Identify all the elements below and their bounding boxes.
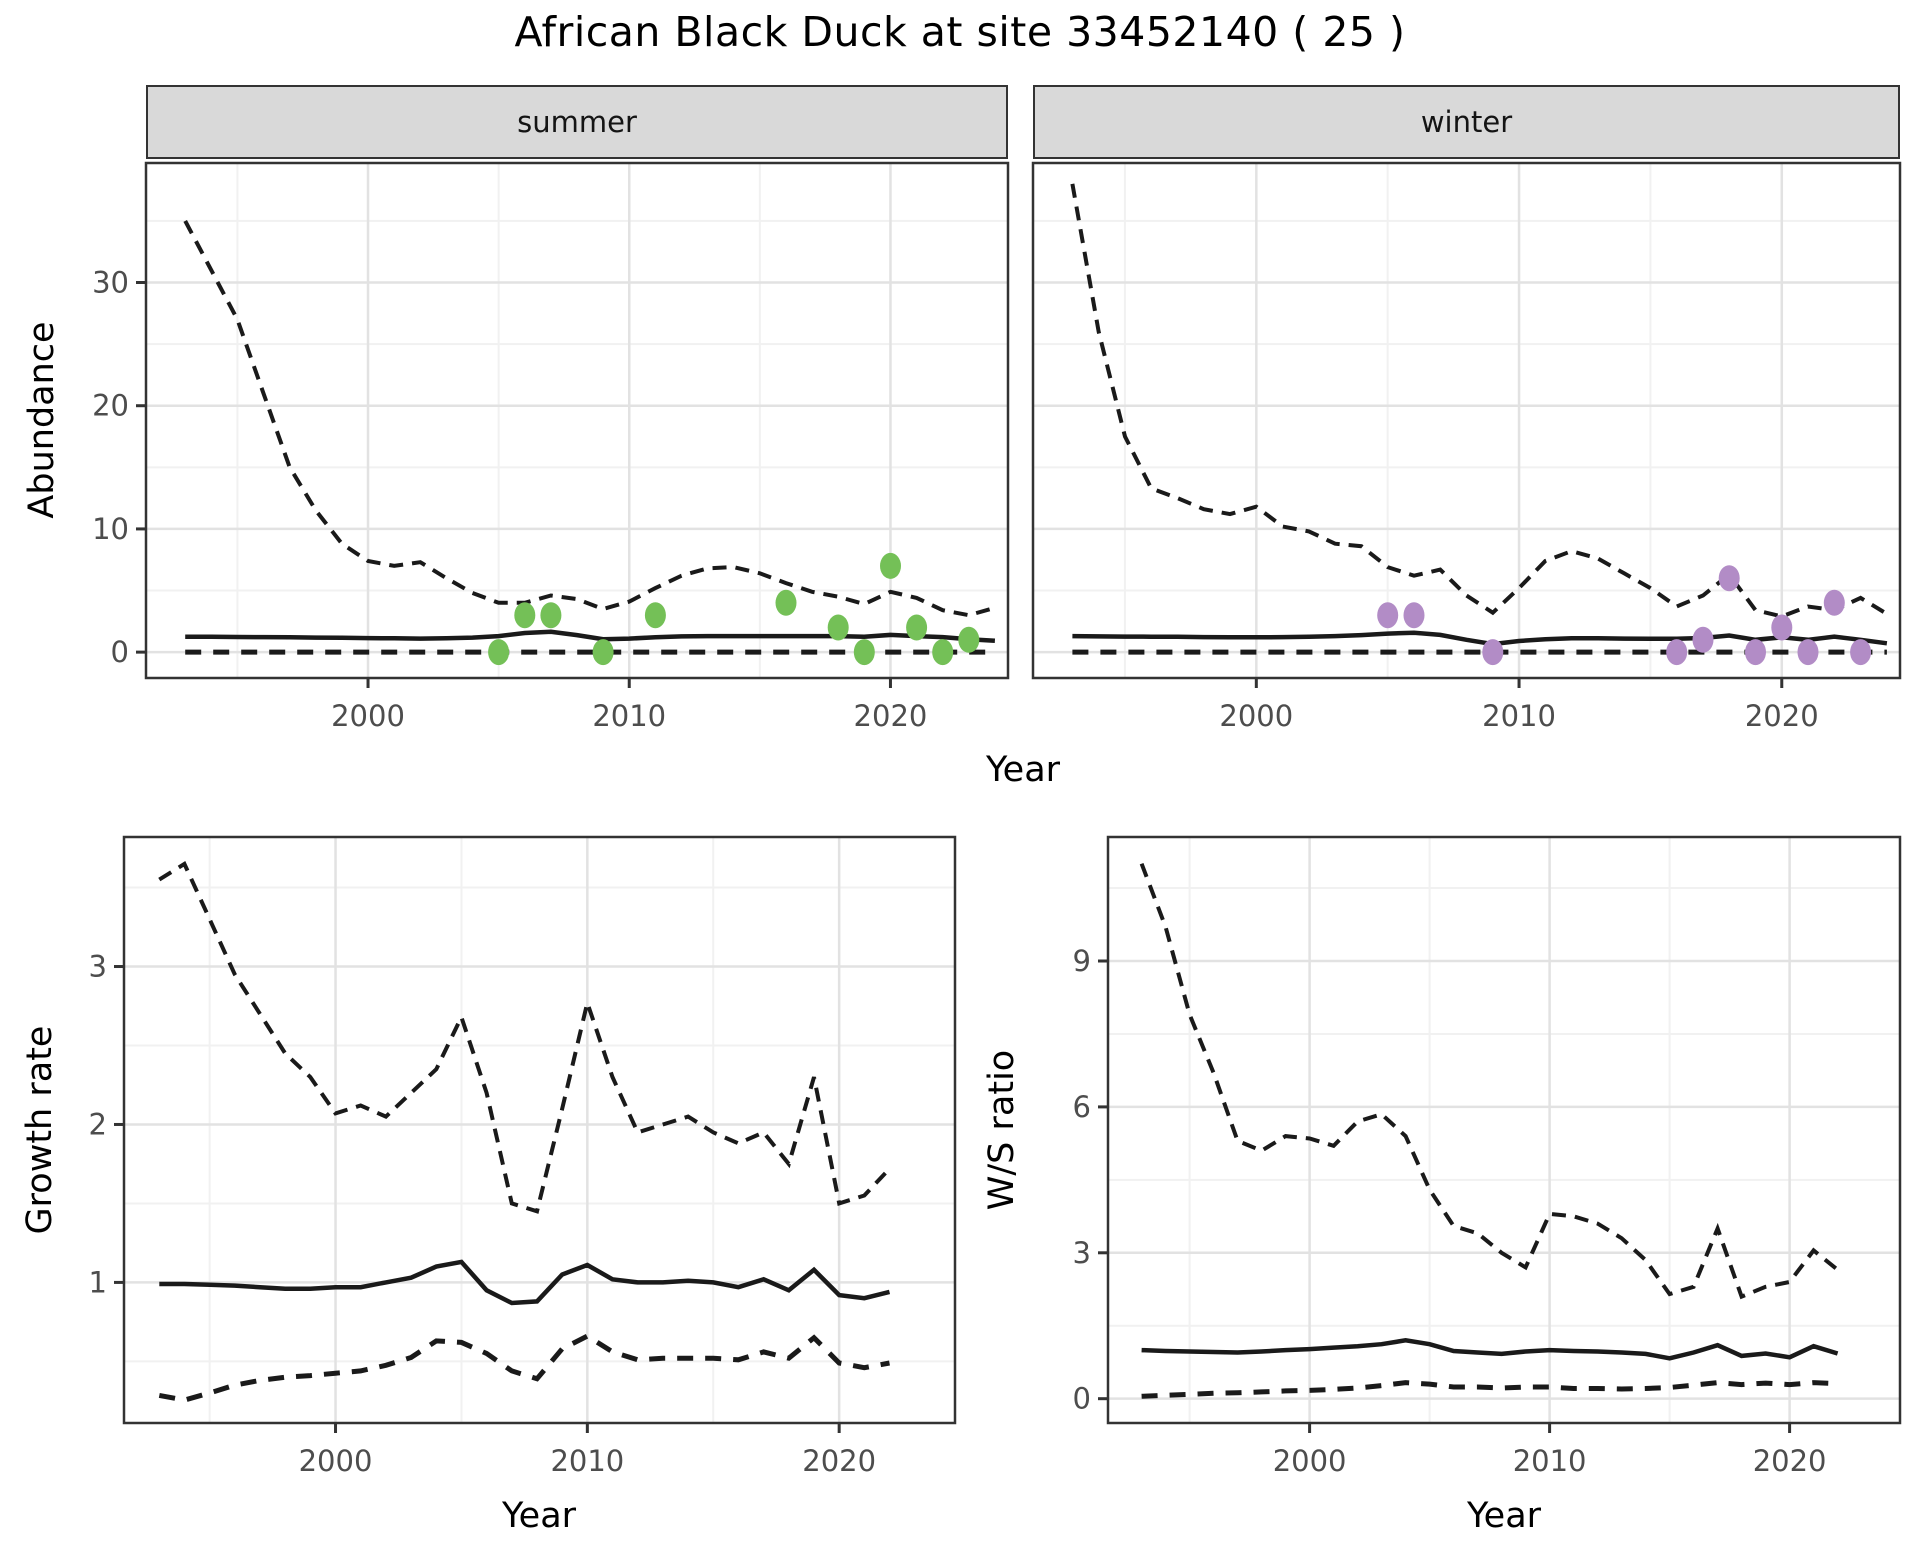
panel-border: [122, 835, 957, 1425]
y-tick-label: 3: [1073, 1236, 1091, 1270]
x-tick-label: 2000: [1219, 699, 1293, 733]
y-tick-label: 6: [1073, 1090, 1091, 1124]
y-tick-label: 9: [1073, 944, 1091, 978]
data-point-observed-summer-counts: [932, 639, 954, 666]
data-point-observed-summer-counts: [775, 589, 797, 616]
panel-ws-ratio: 2000 2010 2020 0 3 6 9: [1073, 835, 1902, 1478]
data-point-observed-summer-counts: [514, 602, 536, 629]
series-median-growth-rate: [159, 1259, 891, 1306]
facet-strip-winter: winter: [1033, 85, 1900, 159]
x-tick-label: 2020: [802, 1444, 876, 1478]
y-tick-label: 20: [92, 389, 129, 423]
x-tick-label: 2010: [1513, 1444, 1587, 1478]
series-lower-credible-limit: [158, 1333, 890, 1403]
data-point-observed-winter-counts: [1771, 614, 1793, 641]
y-tick-label: 30: [92, 266, 129, 300]
panel-abundance-summer: 2000 2010 2020 0 10 20 30: [92, 161, 1010, 733]
y-tick-label: 3: [89, 950, 107, 984]
data-point-observed-summer-counts: [592, 639, 614, 666]
panel-border: [1106, 835, 1902, 1425]
data-point-observed-summer-counts: [827, 614, 849, 641]
y-tick-label: 1: [89, 1265, 107, 1299]
series-median-abundance: [185, 629, 996, 644]
data-point-observed-summer-counts: [853, 639, 875, 666]
data-point-observed-summer-counts: [488, 639, 510, 666]
data-point-observed-summer-counts: [644, 602, 666, 629]
panel-background: [1108, 837, 1900, 1423]
x-tick-label: 2020: [854, 699, 928, 733]
x-axis-title-year-top: Year: [985, 750, 1061, 790]
data-point-observed-summer-counts: [958, 626, 980, 653]
data-point-observed-winter-counts: [1797, 639, 1819, 666]
x-tick-label: 2000: [1273, 1444, 1347, 1478]
series-group: [1139, 862, 1839, 1399]
series-median-abundance: [1072, 630, 1888, 647]
y-tick-label: 0: [1073, 1382, 1091, 1416]
series-median-ws-ratio: [1141, 1338, 1839, 1361]
facet-strip-summer-label: summer: [517, 105, 637, 139]
panel-background: [124, 837, 955, 1423]
x-tick-label: 2020: [1753, 1444, 1827, 1478]
data-point-observed-winter-counts: [1692, 626, 1714, 653]
facet-strip-summer: summer: [146, 85, 1008, 159]
data-point-observed-winter-counts: [1403, 602, 1425, 629]
series-upper-credible-limit: [1070, 183, 1888, 619]
facet-strip-winter-label: winter: [1420, 105, 1513, 139]
x-tick-label: 2010: [1482, 699, 1556, 733]
y-tick-label: 0: [111, 635, 129, 669]
data-point-observed-summer-counts: [880, 552, 901, 579]
panel-abundance-winter: 2000 2010 2020: [1031, 161, 1902, 733]
x-tick-label: 2000: [299, 1444, 373, 1478]
x-tick-label: 2020: [1745, 699, 1819, 733]
chart-title: African Black Duck at site 33452140 ( 25…: [514, 8, 1406, 56]
series-upper-credible-limit: [183, 219, 996, 618]
data-point-observed-winter-counts: [1823, 589, 1845, 616]
x-axis-title-year-ws: Year: [1466, 1496, 1542, 1536]
y-tick-label: 10: [92, 512, 129, 546]
y-tick-label: 2: [89, 1107, 107, 1141]
panel-border: [144, 161, 1010, 680]
data-point-observed-winter-counts: [1482, 639, 1504, 666]
panel-background: [1033, 163, 1900, 678]
x-tick-label: 2010: [550, 1444, 624, 1478]
panel-growth-rate: 2000 2010 2020 1 2 3: [89, 835, 957, 1478]
data-point-observed-summer-counts: [540, 602, 562, 629]
panel-background: [146, 163, 1008, 678]
x-axis-title-year-growth: Year: [501, 1496, 577, 1536]
data-point-observed-winter-counts: [1718, 565, 1740, 592]
data-point-observed-summer-counts: [906, 614, 928, 641]
x-tick-label: 2010: [592, 699, 666, 733]
data-point-observed-winter-counts: [1745, 639, 1766, 666]
data-point-observed-winter-counts: [1850, 639, 1872, 666]
panel-border: [1031, 161, 1902, 680]
series-lower-credible-limit: [1141, 1380, 1838, 1399]
series-upper-credible-limit: [158, 860, 891, 1214]
series-upper-credible-limit: [1139, 862, 1839, 1300]
data-point-observed-winter-counts: [1666, 639, 1688, 666]
data-point-observed-winter-counts: [1377, 602, 1399, 629]
x-tick-label: 2000: [331, 699, 405, 733]
series-group: [158, 860, 891, 1403]
